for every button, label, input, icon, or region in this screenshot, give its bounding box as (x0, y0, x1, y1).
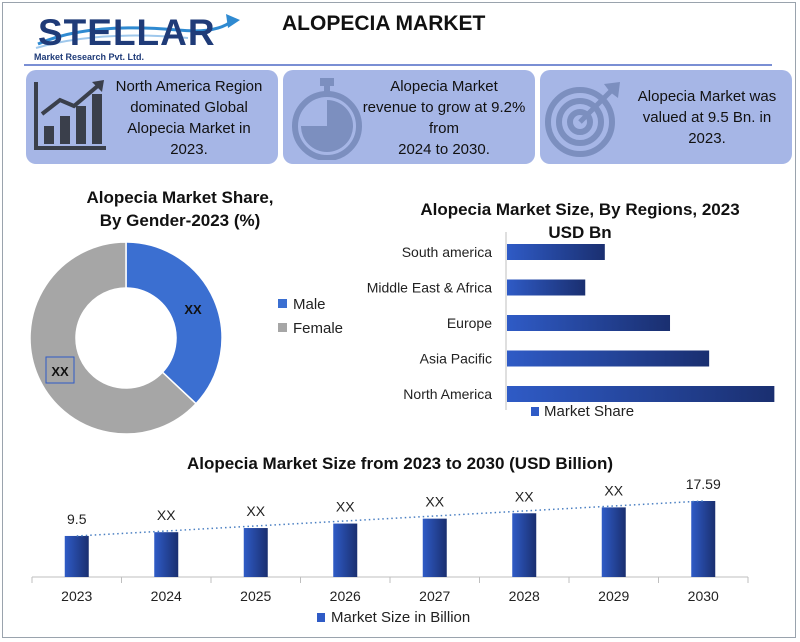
region-bar (507, 244, 605, 260)
region-tick-label: Europe (447, 315, 492, 331)
donut-slice-female (29, 241, 198, 435)
card-line: revenue to grow at 9.2% (362, 99, 526, 116)
year-tick-label: 2029 (598, 588, 629, 604)
regions-chart-title: Alopecia Market Size, By Regions, 2023 U… (400, 198, 760, 244)
yearly-chart-title: Alopecia Market Size from 2023 to 2030 (… (186, 454, 614, 473)
card-line: valued at 9.5 Bn. in (642, 109, 772, 126)
card-line: 2023. (688, 130, 726, 147)
donut-slice-male (125, 241, 223, 405)
card-line: North America Region (115, 78, 263, 95)
card-line: Alopecia Market in (127, 120, 251, 137)
data-label-box (45, 356, 75, 384)
header-divider (24, 64, 772, 66)
card-text: North America Region dominated Global Al… (104, 76, 274, 160)
legend-label: Male (293, 296, 326, 313)
region-bar (507, 350, 710, 367)
yearly-legend-label: Market Size in Billion (331, 609, 470, 626)
year-data-label: 9.5 (67, 511, 87, 527)
card-line: 2023. (170, 141, 208, 158)
legend-swatch (317, 613, 325, 622)
yearly-bar-chart: 9.5 2023 XX 2024 XX 2025 XX 2026 XX 2027 XX 2028 XX 2… (31, 476, 749, 626)
year-data-label: XX (604, 482, 623, 498)
year-bar (64, 535, 89, 577)
year-tick-label: 2024 (151, 588, 182, 604)
region-bar (507, 315, 671, 331)
donut-data-label: XX (51, 364, 69, 379)
legend-female: Female (278, 320, 343, 337)
year-tick-label: 2026 (330, 588, 361, 604)
region-tick-label: South america (402, 244, 492, 260)
logo-subtitle: Market Research Pvt. Ltd. (34, 52, 145, 62)
card-line: Alopecia Market was (637, 88, 777, 105)
card-text: Alopecia Market was valued at 9.5 Bn. in… (622, 86, 792, 149)
logo-swoosh-icon (35, 14, 240, 49)
year-bar (601, 507, 626, 577)
legend-swatch (278, 299, 287, 308)
logo-text: STELLAR (38, 12, 216, 53)
year-tick-label: 2028 (509, 588, 540, 604)
legend-label: Female (293, 320, 344, 337)
year-tick-label: 2023 (61, 588, 92, 604)
card-line: dominated Global (130, 99, 248, 116)
regions-legend-label: Market Share (544, 403, 634, 420)
year-data-label: 17.59 (686, 476, 721, 492)
stopwatch-icon (292, 78, 362, 160)
card-line: Alopecia Market (390, 78, 498, 95)
region-tick-label: North America (403, 386, 492, 402)
year-data-label: XX (157, 507, 176, 523)
title-line: USD Bn (548, 223, 612, 242)
region-tick-label: Asia Pacific (420, 351, 492, 367)
region-bar (507, 279, 586, 296)
card-line: 2024 to 2030. (398, 141, 490, 158)
year-tick-label: 2027 (419, 588, 450, 604)
card-market-value: Alopecia Market was valued at 9.5 Bn. in… (540, 70, 792, 164)
year-bar (422, 518, 447, 577)
bar-chart-growth-icon (34, 80, 106, 150)
card-north-america: North America Region dominated Global Al… (26, 70, 278, 164)
region-bar (507, 386, 775, 402)
title-line: Alopecia Market Size, By Regions, 2023 (420, 200, 740, 219)
year-data-label: XX (246, 503, 265, 519)
card-growth-rate: Alopecia Market revenue to grow at 9.2% … (283, 70, 535, 164)
card-line: from (429, 120, 459, 137)
year-bar (691, 501, 716, 577)
year-bar (333, 523, 358, 577)
title-line: By Gender-2023 (%) (99, 211, 261, 230)
page-title: ALOPECIA MARKET (282, 12, 486, 35)
gender-chart-title: Alopecia Market Share, By Gender-2023 (%… (50, 186, 310, 232)
year-data-label: XX (425, 494, 444, 510)
trend-line (76, 500, 704, 537)
year-tick-label: 2030 (688, 588, 719, 604)
title-line: Alopecia Market Share, (86, 188, 274, 207)
target-arrow-icon (545, 82, 620, 157)
legend-swatch (278, 323, 287, 332)
donut-data-label: XX (184, 302, 202, 317)
year-tick-label: 2025 (240, 588, 271, 604)
year-bar (243, 528, 268, 577)
year-bar (154, 532, 179, 577)
stellar-logo: STELLAR Market Research Pvt. Ltd. (28, 8, 243, 68)
gender-donut-chart: XX XX (29, 241, 223, 435)
legend-swatch (531, 407, 539, 416)
regions-bar-chart: South america Middle East & Africa Europe A… (367, 232, 775, 420)
year-data-label: XX (336, 499, 355, 515)
year-bar (512, 513, 537, 577)
card-text: Alopecia Market revenue to grow at 9.2% … (355, 76, 533, 160)
year-data-label: XX (515, 488, 534, 504)
region-tick-label: Middle East & Africa (367, 280, 492, 296)
legend-male: Male (278, 296, 326, 313)
